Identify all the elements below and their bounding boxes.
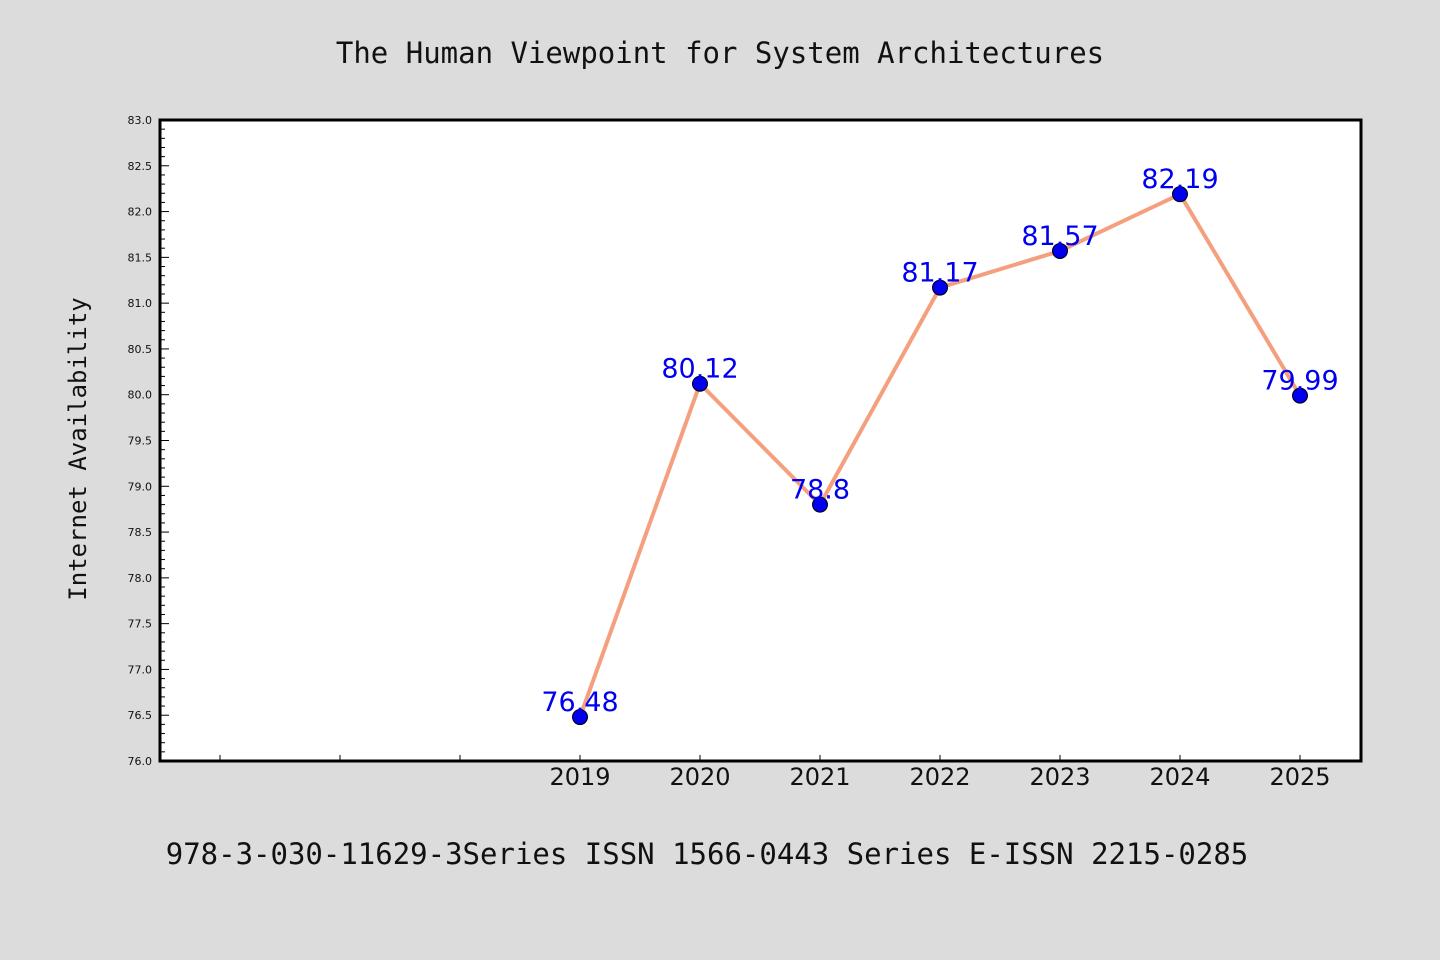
data-point xyxy=(692,375,708,392)
data-point xyxy=(572,709,588,726)
y-tick-label: 80.0 xyxy=(128,389,153,402)
x-axis: 2019 2020 2021 2022 2023 2024 2025 xyxy=(219,755,1331,791)
x-tick-label: 2022 xyxy=(909,763,970,791)
y-tick-label: 82.5 xyxy=(128,160,153,173)
y-tick-label: 77.0 xyxy=(128,663,153,676)
y-axis: 76.0 76.5 77.0 77.5 78.0 78.5 79.0 79.5 80.0 80.5… xyxy=(128,114,169,768)
x-tick-label: 2025 xyxy=(1269,763,1330,791)
y-tick-label: 78.5 xyxy=(128,526,153,539)
data-point xyxy=(932,279,948,296)
x-tick-label: 2021 xyxy=(789,763,850,791)
data-label: 80.12 xyxy=(661,354,738,385)
y-tick-label: 80.5 xyxy=(128,343,153,356)
chart-title: The Human Viewpoint for System Architect… xyxy=(336,36,1104,70)
y-tick-label: 81.5 xyxy=(128,251,153,264)
y-tick-label: 79.0 xyxy=(128,480,153,493)
plot-frame xyxy=(158,118,1363,763)
data-point xyxy=(1052,242,1068,259)
y-tick-label: 82.0 xyxy=(128,206,153,219)
data-label: 81.17 xyxy=(901,258,978,289)
data-label: 81.57 xyxy=(1021,221,1098,252)
x-tick-label: 2020 xyxy=(669,763,730,791)
x-tick-label: 2024 xyxy=(1149,763,1210,791)
y-tick-label: 77.5 xyxy=(128,618,153,631)
y-axis-label: Internet Availability xyxy=(64,297,92,600)
y-tick-label: 79.5 xyxy=(128,435,153,448)
data-label: 76.48 xyxy=(541,687,618,718)
series-line: 76.48 80.12 78.8 81.17 81.57 82.19 79.99 xyxy=(541,164,1339,726)
plot-area xyxy=(160,120,1361,761)
y-tick-label: 78.0 xyxy=(128,572,153,585)
data-label: 82.19 xyxy=(1141,164,1218,195)
y-tick-label: 83.0 xyxy=(128,114,153,127)
data-label: 78.8 xyxy=(790,475,850,506)
y-tick-label: 76.5 xyxy=(128,709,153,722)
data-label: 79.99 xyxy=(1261,366,1338,397)
y-tick-label: 76.0 xyxy=(128,755,153,768)
x-tick-label: 2019 xyxy=(549,763,610,791)
x-tick-label: 2023 xyxy=(1029,763,1090,791)
data-point xyxy=(812,496,828,513)
y-tick-label: 81.0 xyxy=(128,297,153,310)
footer-text: 978-3-030-11629-3Series ISSN 1566-0443 S… xyxy=(166,837,1249,871)
data-point xyxy=(1172,186,1188,203)
data-point xyxy=(1292,387,1308,404)
